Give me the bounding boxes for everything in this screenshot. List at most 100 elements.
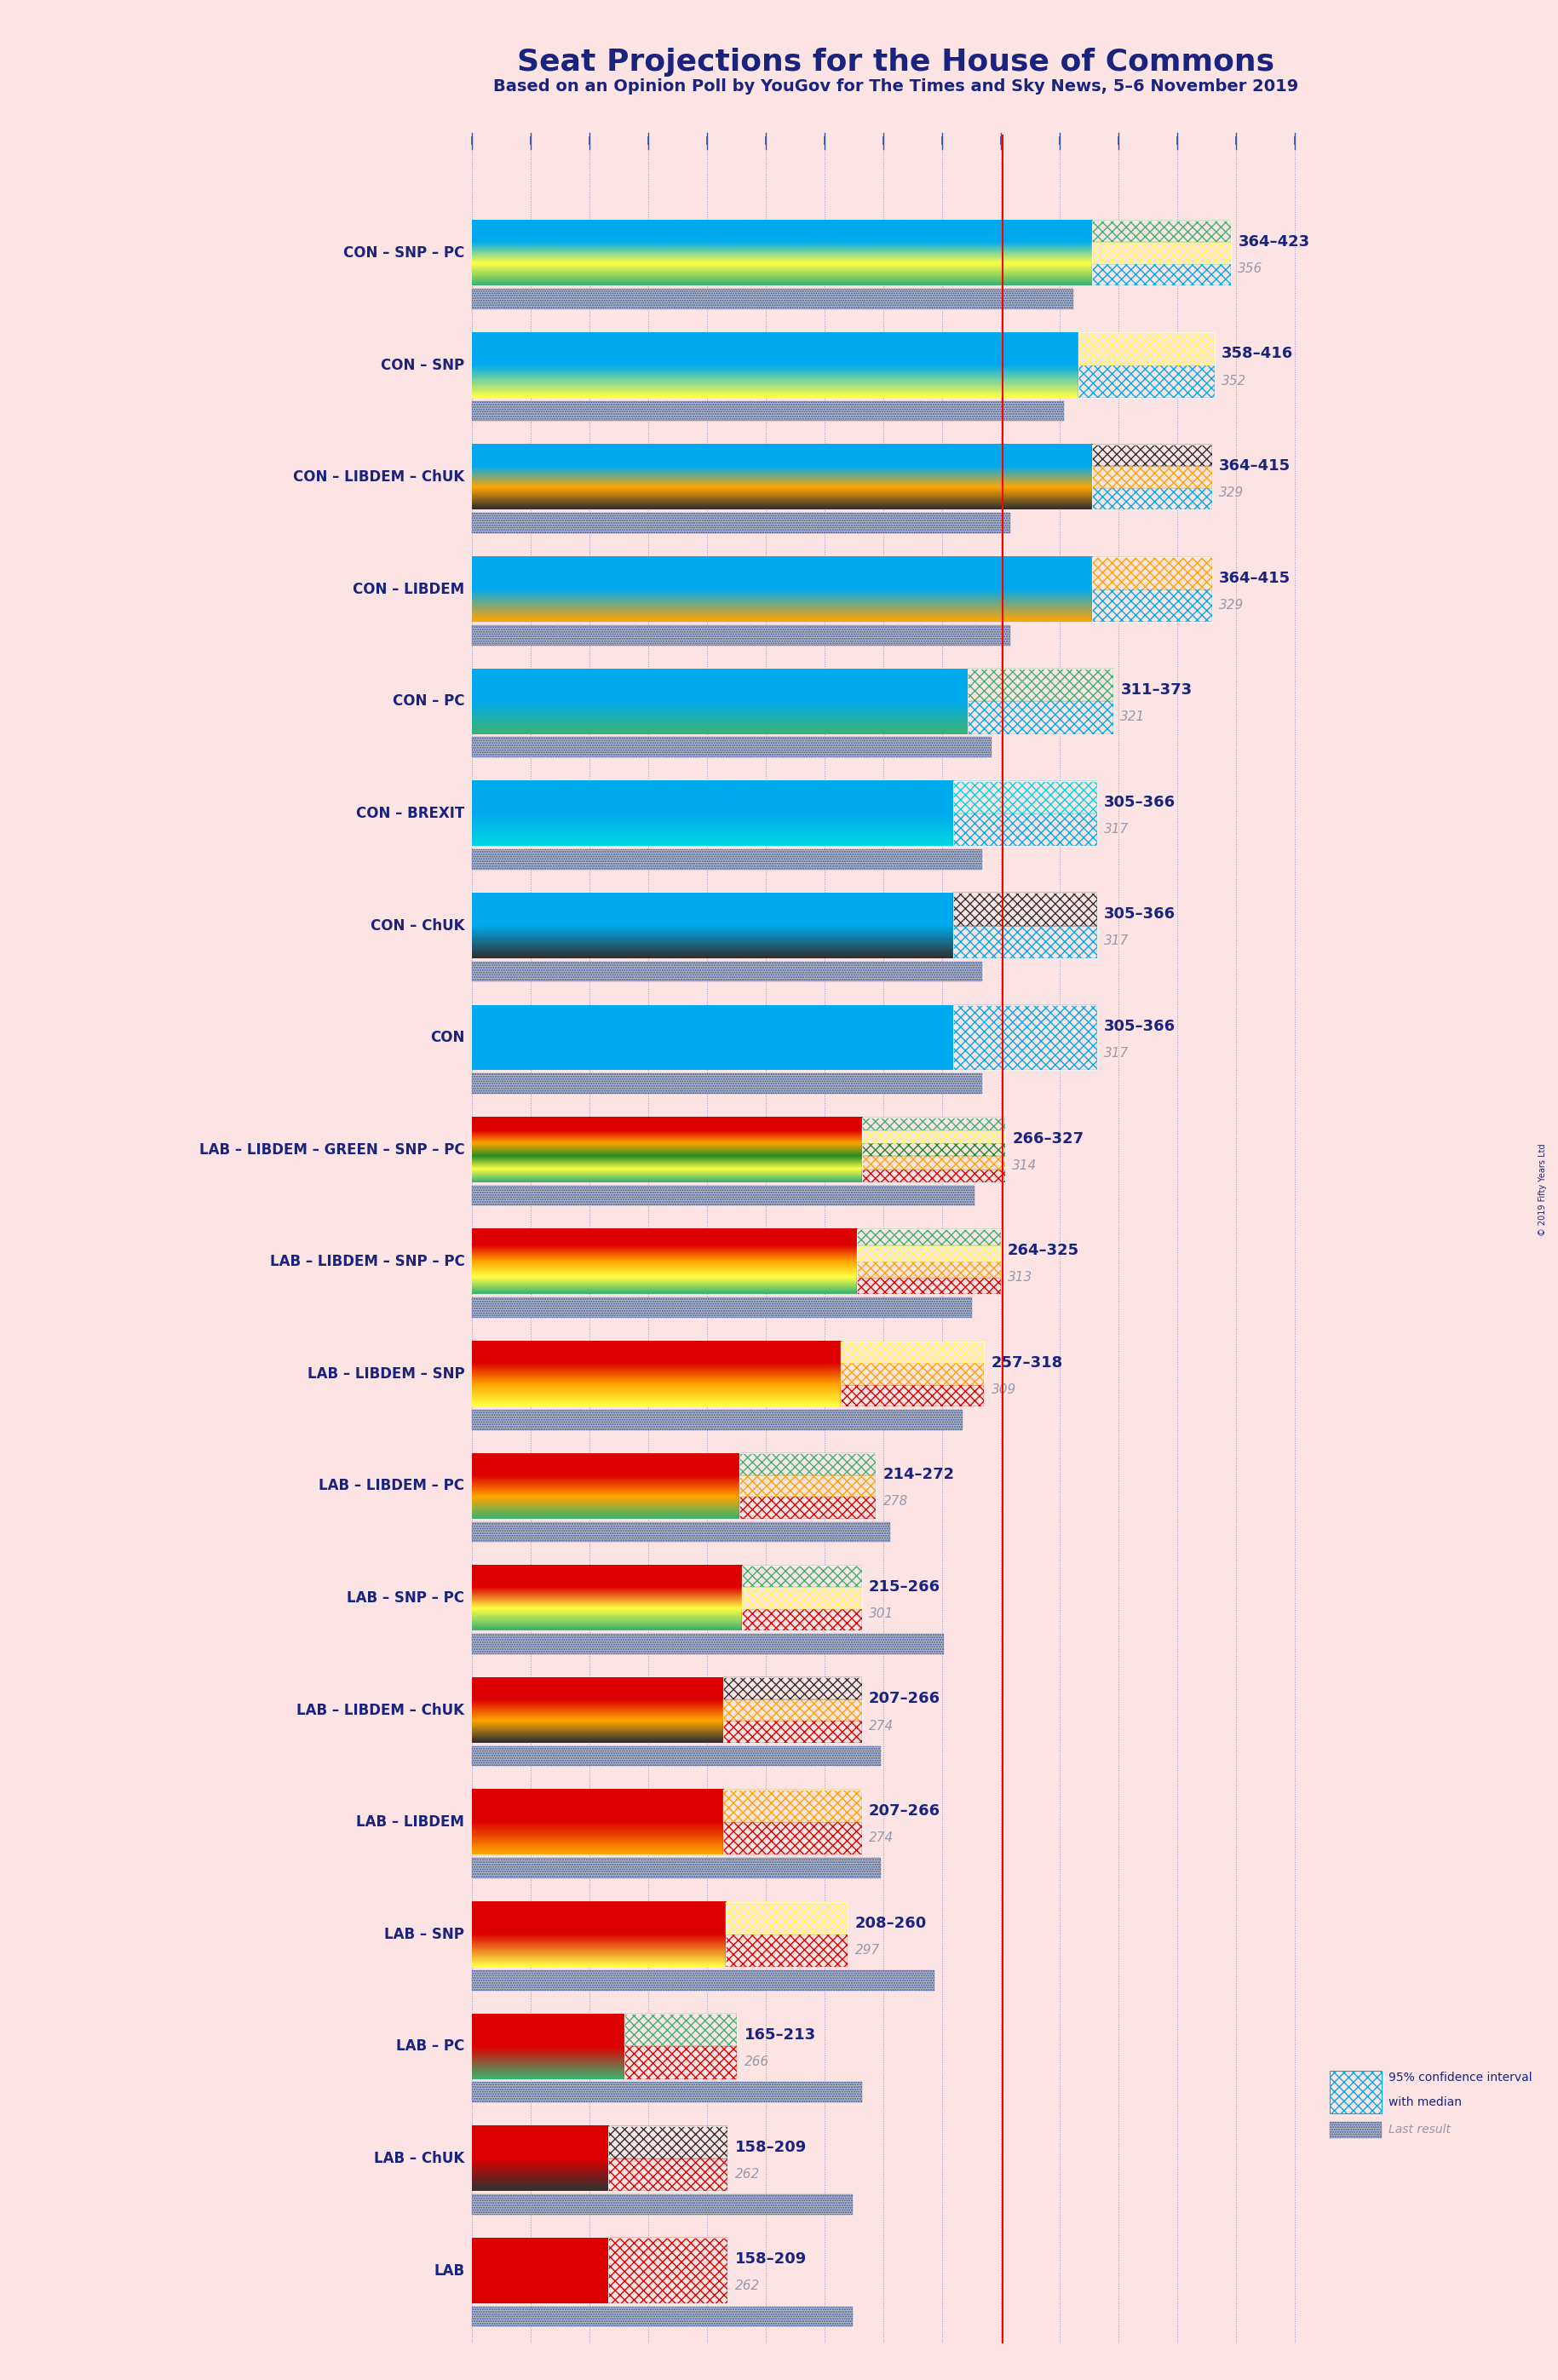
Bar [862, 1130, 1005, 1142]
Bar [472, 1185, 975, 1207]
Bar [625, 2013, 737, 2078]
Text: 165–213: 165–213 [745, 2028, 816, 2042]
Bar [857, 1278, 1000, 1295]
Bar [472, 2306, 852, 2328]
Bar [857, 1230, 1000, 1245]
Bar [740, 1454, 876, 1476]
Text: 278: 278 [883, 1495, 908, 1509]
Text: 364–423: 364–423 [1239, 233, 1310, 250]
Text: CON: CON [430, 1031, 464, 1045]
Bar [1078, 333, 1215, 397]
Text: CON – SNP – PC: CON – SNP – PC [343, 245, 464, 262]
Bar [472, 1635, 944, 1654]
Text: 317: 317 [1105, 1047, 1130, 1059]
Bar [472, 1004, 953, 1071]
Bar [472, 1747, 880, 1766]
Text: 257–318: 257–318 [991, 1354, 1063, 1371]
Bar [472, 962, 982, 981]
Bar [1078, 364, 1215, 397]
Bar [472, 400, 1064, 421]
Bar [1329, 2071, 1382, 2113]
Bar [1092, 445, 1212, 466]
Bar [968, 669, 1114, 733]
Bar [472, 962, 982, 981]
Text: LAB – LIBDEM – PC: LAB – LIBDEM – PC [319, 1478, 464, 1495]
Text: 313: 313 [1008, 1271, 1033, 1283]
Bar [472, 626, 1010, 645]
Bar [472, 514, 1010, 533]
Bar [726, 1902, 848, 1935]
Text: 215–266: 215–266 [869, 1580, 941, 1595]
Bar [608, 2237, 728, 2304]
Bar [1092, 445, 1212, 509]
Text: LAB – LIBDEM – SNP – PC: LAB – LIBDEM – SNP – PC [270, 1254, 464, 1269]
Bar [742, 1609, 862, 1630]
Bar [742, 1566, 862, 1587]
Bar [1092, 264, 1231, 286]
Text: 208–260: 208–260 [855, 1916, 927, 1930]
Bar [472, 850, 982, 869]
Bar [472, 288, 1073, 309]
Text: 266–327: 266–327 [1013, 1130, 1084, 1147]
Bar [841, 1364, 985, 1385]
Text: CON – LIBDEM – ChUK: CON – LIBDEM – ChUK [293, 469, 464, 486]
Bar [472, 1409, 963, 1430]
Text: 329: 329 [1220, 597, 1245, 612]
Bar [472, 1971, 935, 1990]
Bar [723, 1678, 862, 1742]
Text: 262: 262 [735, 2168, 760, 2180]
Text: 321: 321 [1120, 712, 1145, 724]
Text: 356: 356 [1239, 262, 1264, 276]
Bar [608, 2237, 728, 2304]
Text: 305–366: 305–366 [1105, 795, 1176, 809]
Text: 364–415: 364–415 [1220, 571, 1292, 585]
Bar [723, 1790, 862, 1854]
Bar [472, 1635, 944, 1654]
Bar [472, 1859, 880, 1878]
Bar [608, 2125, 728, 2159]
Text: CON – ChUK: CON – ChUK [371, 919, 464, 933]
Text: 314: 314 [1013, 1159, 1038, 1171]
Bar [953, 781, 1097, 814]
Text: 329: 329 [1220, 486, 1245, 500]
Text: 309: 309 [991, 1383, 1016, 1397]
Bar [841, 1342, 985, 1364]
Bar [1078, 333, 1215, 364]
Bar [472, 1185, 975, 1207]
Bar [862, 1116, 1005, 1183]
Text: 158–209: 158–209 [735, 2140, 807, 2154]
Bar [723, 1721, 862, 1742]
Bar [726, 1935, 848, 1966]
Text: 264–325: 264–325 [1008, 1242, 1080, 1259]
Bar [1092, 557, 1212, 621]
Text: © 2019 Fifty Years Ltd: © 2019 Fifty Years Ltd [1539, 1145, 1547, 1235]
Bar [1092, 221, 1231, 243]
Bar [857, 1230, 1000, 1295]
Bar [740, 1497, 876, 1518]
Text: 274: 274 [869, 1833, 894, 1844]
Bar [472, 738, 991, 757]
Text: LAB – ChUK: LAB – ChUK [374, 2152, 464, 2166]
Text: 305–366: 305–366 [1105, 907, 1176, 921]
Bar [841, 1385, 985, 1407]
Bar [841, 1342, 985, 1407]
Bar [953, 1004, 1097, 1071]
Text: CON – LIBDEM: CON – LIBDEM [352, 581, 464, 597]
Bar [723, 1823, 862, 1854]
Bar [472, 2082, 862, 2102]
Bar [862, 1157, 1005, 1169]
Bar [472, 1073, 982, 1095]
Text: 207–266: 207–266 [869, 1692, 941, 1706]
Text: CON – SNP: CON – SNP [380, 357, 464, 374]
Bar [608, 2159, 728, 2192]
Bar [472, 1971, 935, 1990]
Bar [723, 1678, 862, 1699]
Bar [740, 1454, 876, 1518]
Bar [472, 2082, 862, 2102]
Bar [472, 626, 1010, 645]
Text: Last result: Last result [1388, 2123, 1450, 2135]
Text: 317: 317 [1105, 935, 1130, 947]
Bar [472, 850, 982, 869]
Bar [1092, 243, 1231, 264]
Bar [742, 1587, 862, 1609]
